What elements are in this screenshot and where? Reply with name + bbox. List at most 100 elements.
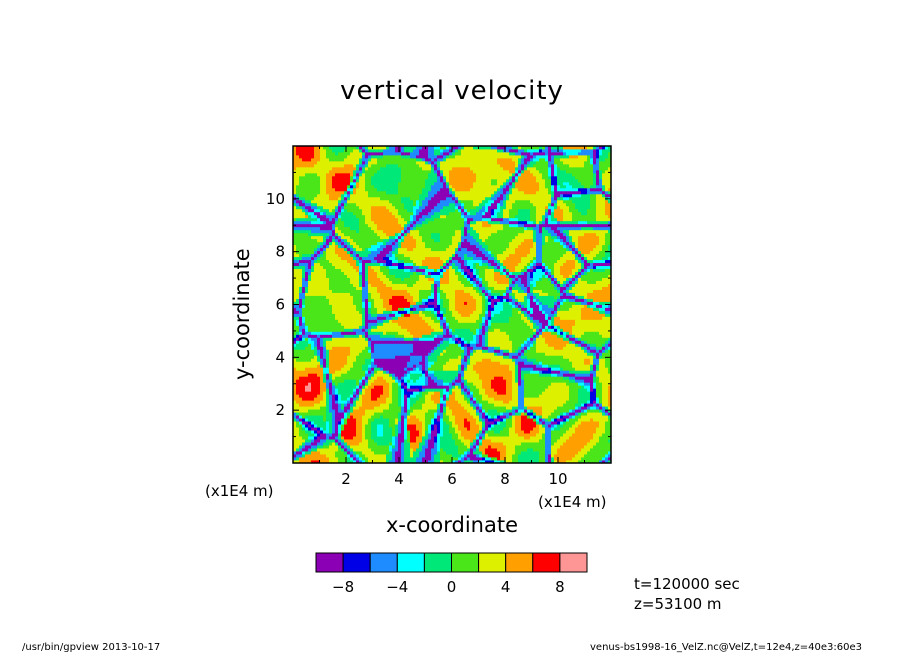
field-cell: [455, 397, 459, 401]
field-cell: [593, 439, 597, 443]
field-cell: [551, 340, 555, 344]
field-cell: [578, 322, 582, 326]
field-cell: [554, 454, 558, 458]
field-cell: [440, 445, 444, 449]
field-cell: [539, 403, 543, 407]
field-cell: [560, 385, 564, 389]
field-cell: [455, 454, 459, 458]
field-cell: [485, 346, 489, 350]
field-cell: [530, 355, 534, 359]
field-cell: [392, 427, 396, 431]
field-cell: [317, 451, 321, 455]
field-cell: [449, 409, 453, 413]
field-cell: [479, 451, 483, 455]
field-cell: [521, 388, 525, 392]
field-cell: [575, 340, 579, 344]
field-cell: [518, 373, 522, 377]
field-cell: [443, 394, 447, 398]
field-cell: [398, 340, 402, 344]
field-cell: [374, 385, 378, 389]
field-cell: [518, 415, 522, 419]
field-cell: [392, 448, 396, 452]
field-cell: [548, 352, 552, 356]
field-cell: [542, 448, 546, 452]
field-cell: [533, 352, 537, 356]
field-cell: [563, 370, 567, 374]
field-cell: [566, 409, 570, 413]
field-cell: [404, 442, 408, 446]
field-cell: [506, 430, 510, 434]
field-cell: [503, 358, 507, 362]
field-cell: [365, 457, 369, 461]
field-cell: [437, 328, 441, 332]
field-cell: [344, 340, 348, 344]
field-cell: [347, 334, 351, 338]
field-cell: [542, 322, 546, 326]
field-cell: [575, 412, 579, 416]
field-cell: [416, 457, 420, 461]
field-cell: [539, 412, 543, 416]
field-cell: [557, 457, 561, 461]
field-cell: [533, 367, 537, 371]
field-cell: [533, 334, 537, 338]
field-cell: [416, 430, 420, 434]
field-cell: [485, 364, 489, 368]
field-cell: [506, 385, 510, 389]
field-cell: [311, 343, 315, 347]
field-cell: [398, 409, 402, 413]
field-cell: [461, 460, 465, 463]
field-cell: [557, 361, 561, 365]
field-cell: [371, 445, 375, 449]
field-cell: [437, 352, 441, 356]
field-cell: [599, 448, 603, 452]
field-cell: [590, 418, 594, 422]
field-cell: [479, 418, 483, 422]
field-cell: [497, 403, 501, 407]
field-cell: [320, 403, 324, 407]
field-cell: [605, 361, 609, 365]
field-cell: [581, 391, 585, 395]
field-cell: [347, 367, 351, 371]
field-cell: [491, 373, 495, 377]
field-cell: [590, 358, 594, 362]
field-cell: [485, 331, 489, 335]
field-cell: [389, 406, 393, 410]
field-cell: [500, 370, 504, 374]
field-cell: [371, 421, 375, 425]
field-cell: [302, 343, 306, 347]
field-cell: [542, 454, 546, 458]
field-cell: [536, 409, 540, 413]
field-cell: [341, 436, 345, 440]
field-cell: [362, 322, 366, 326]
field-cell: [509, 370, 513, 374]
field-cell: [356, 391, 360, 395]
field-cell: [542, 361, 546, 365]
field-cell: [395, 397, 399, 401]
field-cell: [428, 412, 432, 416]
field-cell: [476, 355, 480, 359]
field-cell: [488, 451, 492, 455]
field-cell: [608, 373, 611, 377]
field-cell: [494, 442, 498, 446]
field-cell: [449, 352, 453, 356]
field-cell: [299, 442, 303, 446]
field-cell: [521, 421, 525, 425]
field-cell: [305, 385, 309, 389]
field-cell: [368, 406, 372, 410]
field-cell: [350, 454, 354, 458]
field-cell: [500, 430, 504, 434]
field-cell: [524, 325, 528, 329]
field-cell: [482, 451, 486, 455]
field-cell: [488, 415, 492, 419]
field-cell: [542, 325, 546, 329]
field-cell: [386, 406, 390, 410]
field-cell: [578, 376, 582, 380]
field-cell: [509, 430, 513, 434]
field-cell: [521, 448, 525, 452]
field-cell: [599, 391, 603, 395]
field-cell: [428, 325, 432, 329]
field-cell: [473, 403, 477, 407]
field-cell: [401, 427, 405, 431]
field-cell: [581, 376, 585, 380]
field-cell: [572, 376, 576, 380]
